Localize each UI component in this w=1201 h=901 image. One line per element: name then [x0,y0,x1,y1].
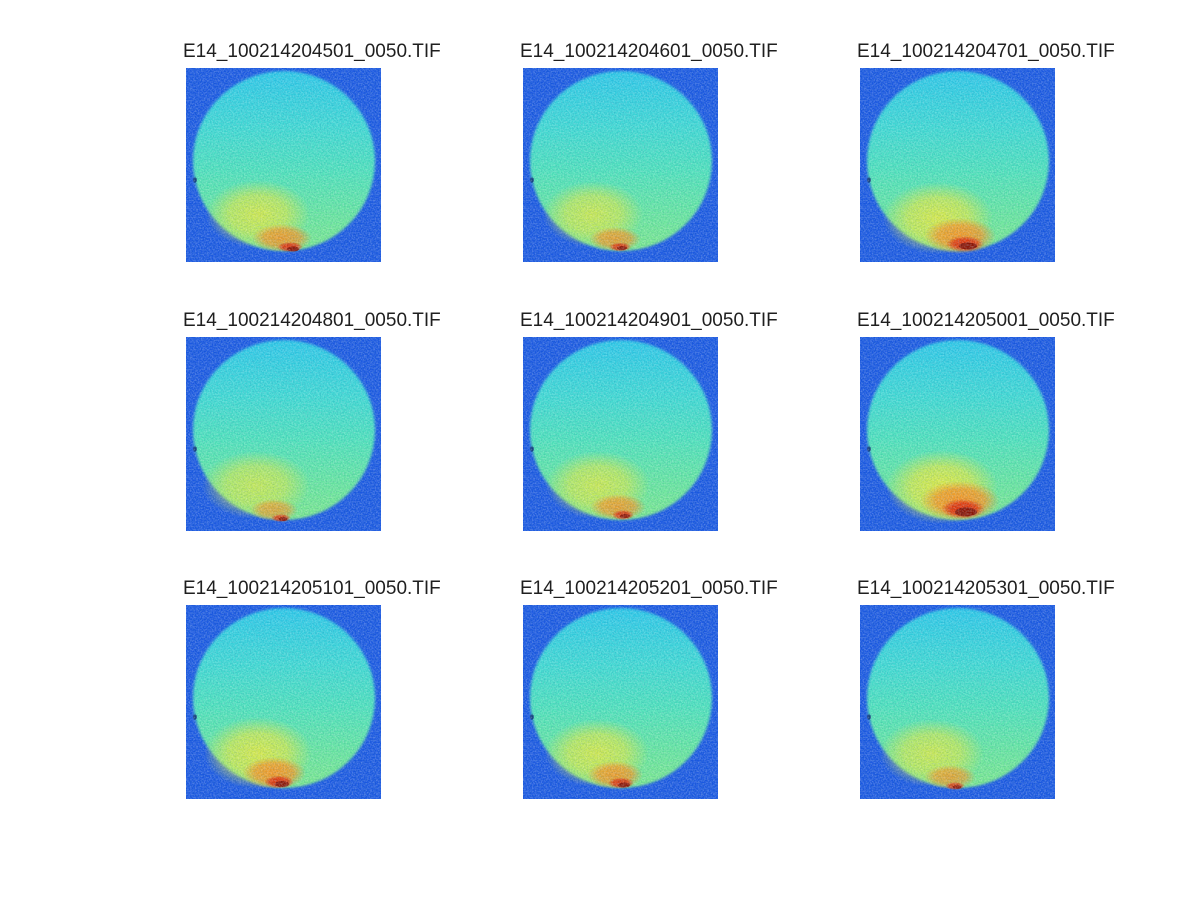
subplot-image [523,605,718,799]
subplot-title: E14_100214204701_0050.TIF [857,41,1115,62]
subplot-title: E14_100214205201_0050.TIF [520,578,778,599]
noise-overlay-dark [523,337,718,531]
noise-overlay-dark [523,605,718,799]
subplot-image [186,68,381,262]
subplot-title: E14_100214204901_0050.TIF [520,310,778,331]
subplot-image [860,605,1055,799]
noise-overlay-dark [186,337,381,531]
subplot-panel: E14_100214204801_0050.TIF [183,310,441,531]
subplot-panel: E14_100214204701_0050.TIF [857,41,1115,262]
noise-overlay-dark [186,68,381,262]
subplot-panel: E14_100214205201_0050.TIF [520,578,778,799]
subplot-panel: E14_100214205001_0050.TIF [857,310,1115,531]
subplot-title: E14_100214205101_0050.TIF [183,578,441,599]
subplot-panel: E14_100214204601_0050.TIF [520,41,778,262]
subplot-panel: E14_100214205301_0050.TIF [857,578,1115,799]
subplot-image [186,337,381,531]
subplot-panel: E14_100214204501_0050.TIF [183,41,441,262]
subplot-image [186,605,381,799]
subplot-image [523,337,718,531]
noise-overlay-dark [860,605,1055,799]
subplot-title: E14_100214205301_0050.TIF [857,578,1115,599]
noise-overlay-dark [523,68,718,262]
noise-overlay-dark [186,605,381,799]
subplot-panel: E14_100214205101_0050.TIF [183,578,441,799]
subplot-title: E14_100214204801_0050.TIF [183,310,441,331]
subplot-image [860,68,1055,262]
noise-overlay-dark [860,68,1055,262]
subplot-title: E14_100214204501_0050.TIF [183,41,441,62]
subplot-title: E14_100214205001_0050.TIF [857,310,1115,331]
noise-overlay-dark [860,337,1055,531]
subplot-image [523,68,718,262]
subplot-title: E14_100214204601_0050.TIF [520,41,778,62]
subplot-panel: E14_100214204901_0050.TIF [520,310,778,531]
subplot-image [860,337,1055,531]
